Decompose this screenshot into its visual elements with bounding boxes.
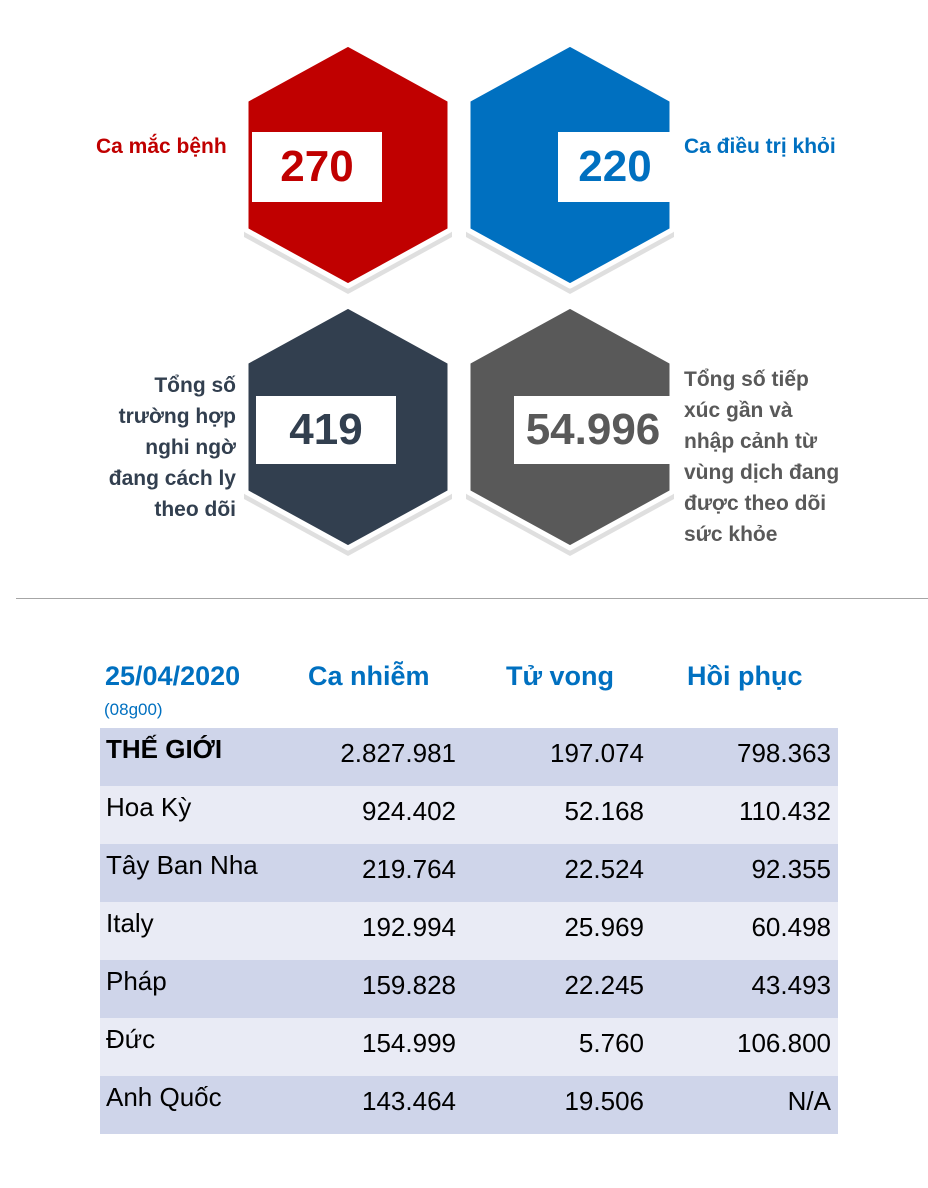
- table-row: Tây Ban Nha 219.764 22.524 92.355: [100, 844, 838, 902]
- monitored-hexagon: 54.996: [454, 300, 686, 556]
- country-name: Pháp: [106, 966, 167, 996]
- header-deaths: Tử vong: [506, 661, 615, 691]
- deaths-count: 52.168: [564, 796, 644, 826]
- monitored-label-line: Tổng số tiếp: [684, 368, 809, 391]
- infected-count: 192.994: [362, 912, 456, 942]
- suspected-label-line: Tổng số: [154, 374, 236, 397]
- suspected-value: 419: [256, 396, 396, 464]
- deaths-count: 5.760: [578, 1028, 644, 1058]
- suspected-label-line: trường hợp: [118, 405, 236, 428]
- recovered-value: 220: [558, 132, 672, 202]
- recovered-count: 92.355: [751, 854, 831, 884]
- header-infected: Ca nhiễm: [308, 661, 430, 691]
- monitored-label-line: nhập cảnh từ: [684, 430, 818, 453]
- monitored-label-line: xúc gần và: [684, 399, 793, 422]
- suspected-hexagon: 419: [232, 300, 464, 556]
- monitored-label-line: được theo dõi: [684, 492, 827, 515]
- deaths-count: 197.074: [550, 738, 644, 768]
- table-time: (08g00): [104, 700, 163, 719]
- cases-label: Ca mắc bệnh: [96, 135, 227, 158]
- table-row: Pháp 159.828 22.245 43.493: [100, 960, 838, 1018]
- suspected-label: Tổng số trường hợp nghi ngờ đang cách ly…: [109, 370, 236, 525]
- deaths-count: 22.245: [564, 970, 644, 1000]
- table-row: Italy 192.994 25.969 60.498: [100, 902, 838, 960]
- infected-count: 924.402: [362, 796, 456, 826]
- deaths-count: 19.506: [564, 1086, 644, 1116]
- section-divider: [16, 598, 928, 599]
- suspected-label-line: theo dõi: [154, 498, 236, 521]
- cases-hexagon: 270: [232, 38, 464, 294]
- recovered-count: 106.800: [737, 1028, 831, 1058]
- table-row: Anh Quốc 143.464 19.506 N/A: [100, 1076, 838, 1134]
- table-row: Hoa Kỳ 924.402 52.168 110.432: [100, 786, 838, 844]
- country-name: Hoa Kỳ: [106, 792, 192, 822]
- monitored-label: Tổng số tiếp xúc gần và nhập cảnh từ vùn…: [684, 364, 839, 550]
- recovered-count: 798.363: [737, 738, 831, 768]
- infected-count: 2.827.981: [340, 738, 456, 768]
- country-name: Anh Quốc: [106, 1082, 222, 1112]
- table-row: Đức 154.999 5.760 106.800: [100, 1018, 838, 1076]
- suspected-label-line: đang cách ly: [108, 467, 236, 490]
- country-name: Đức: [106, 1024, 156, 1054]
- infected-count: 159.828: [362, 970, 456, 1000]
- recovered-count: 60.498: [751, 912, 831, 942]
- country-name: THẾ GIỚI: [106, 734, 223, 764]
- deaths-count: 22.524: [564, 854, 644, 884]
- suspected-label-line: nghi ngờ: [145, 436, 236, 459]
- monitored-value: 54.996: [514, 396, 672, 464]
- recovered-count: 110.432: [738, 796, 831, 826]
- infected-count: 219.764: [362, 854, 456, 884]
- country-name: Tây Ban Nha: [106, 850, 258, 880]
- recovered-count: 43.493: [751, 970, 831, 1000]
- header-recovered: Hồi phục: [687, 661, 803, 691]
- monitored-label-line: sức khỏe: [684, 523, 778, 546]
- infected-count: 154.999: [362, 1028, 456, 1058]
- monitored-label-line: vùng dịch đang: [684, 461, 840, 484]
- cases-value: 270: [252, 132, 382, 202]
- infected-count: 143.464: [362, 1086, 456, 1116]
- table-date: 25/04/2020: [105, 661, 241, 691]
- country-name: Italy: [106, 908, 154, 938]
- deaths-count: 25.969: [564, 912, 644, 942]
- recovered-hexagon: 220: [454, 38, 686, 294]
- recovered-count: N/A: [787, 1086, 831, 1116]
- recovered-label: Ca điều trị khỏi: [684, 135, 836, 158]
- table-row: THẾ GIỚI 2.827.981 197.074 798.363: [100, 728, 838, 786]
